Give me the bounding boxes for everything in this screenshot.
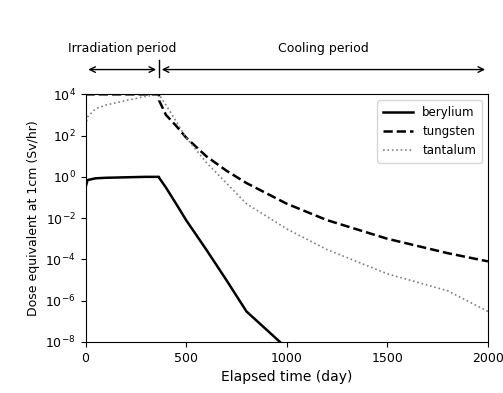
tantalum — [284, 226, 290, 231]
tantalum — [163, 103, 169, 107]
berylium — [173, 201, 179, 206]
tantalum — [445, 288, 451, 293]
tantalum — [123, 98, 129, 103]
berylium — [156, 174, 162, 179]
tantalum — [384, 272, 390, 276]
berylium — [163, 185, 169, 190]
berylium — [156, 175, 162, 180]
tantalum — [173, 119, 179, 123]
tantalum — [156, 92, 162, 97]
tungsten — [223, 168, 229, 173]
tantalum — [143, 94, 149, 99]
berylium — [143, 174, 149, 179]
berylium — [93, 176, 99, 181]
tungsten — [243, 181, 249, 185]
tungsten — [183, 135, 189, 140]
Line: tantalum: tantalum — [86, 94, 488, 311]
tantalum — [324, 247, 330, 252]
tungsten — [93, 92, 99, 97]
Line: tungsten: tungsten — [86, 94, 488, 261]
tungsten — [143, 92, 149, 97]
tungsten — [103, 92, 109, 97]
tungsten — [384, 236, 390, 241]
tungsten — [284, 201, 290, 206]
tantalum — [223, 181, 229, 185]
tungsten — [485, 259, 491, 264]
Y-axis label: Dose equivalent at 1cm (Sv/hr): Dose equivalent at 1cm (Sv/hr) — [27, 120, 40, 316]
tungsten — [123, 92, 129, 97]
Legend: berylium, tungsten, tantalum: berylium, tungsten, tantalum — [377, 100, 482, 163]
tungsten — [203, 154, 209, 158]
tungsten — [85, 92, 91, 97]
berylium — [82, 185, 89, 190]
tungsten — [156, 98, 162, 103]
tantalum — [203, 160, 209, 165]
tungsten — [324, 218, 330, 222]
Text: Irradiation period: Irradiation period — [68, 42, 177, 55]
tungsten — [82, 92, 89, 97]
tantalum — [243, 201, 249, 206]
berylium — [223, 277, 229, 282]
X-axis label: Elapsed time (day): Elapsed time (day) — [221, 370, 353, 384]
tantalum — [103, 103, 109, 107]
berylium — [284, 346, 290, 351]
Line: berylium: berylium — [86, 177, 458, 393]
berylium — [243, 309, 249, 314]
tantalum — [485, 309, 491, 314]
tungsten — [163, 112, 169, 117]
tungsten — [445, 251, 451, 255]
tantalum — [85, 115, 91, 119]
tungsten — [173, 123, 179, 128]
berylium — [324, 375, 330, 379]
berylium — [85, 178, 91, 182]
Text: Cooling period: Cooling period — [278, 42, 369, 55]
tantalum — [183, 135, 189, 140]
tantalum — [93, 107, 99, 111]
berylium — [183, 218, 189, 222]
berylium — [123, 175, 129, 180]
berylium — [103, 175, 109, 180]
tantalum — [82, 123, 89, 128]
tungsten — [156, 92, 162, 97]
berylium — [203, 247, 209, 252]
